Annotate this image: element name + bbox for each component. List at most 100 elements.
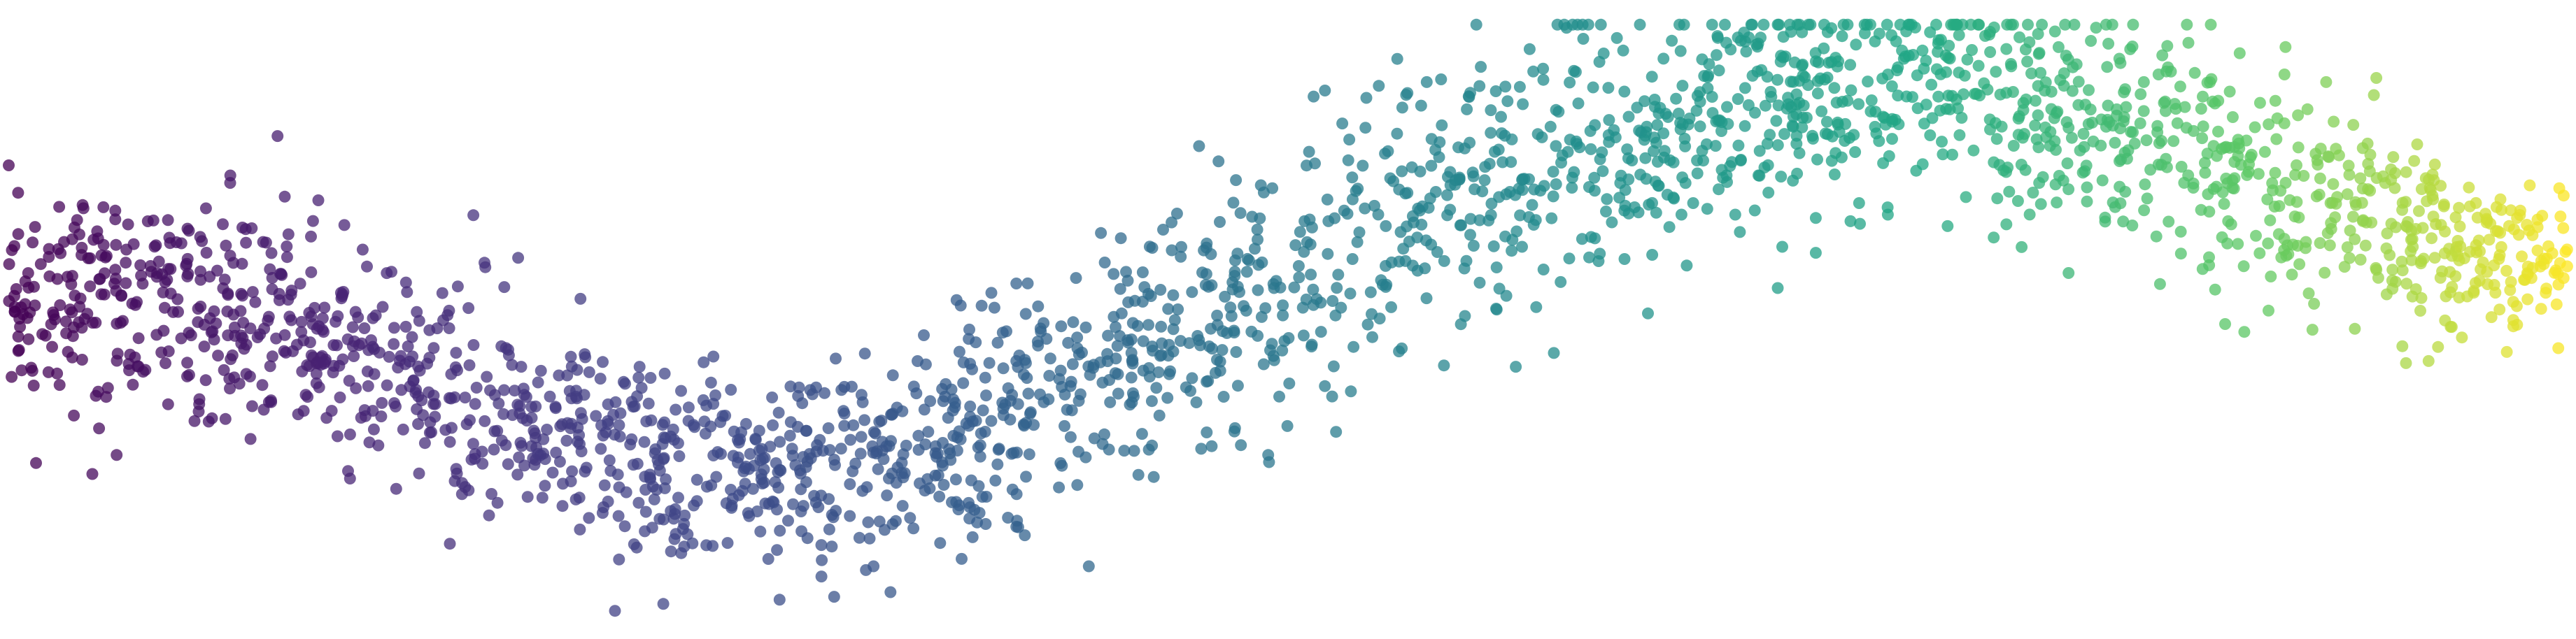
scatter-point <box>460 418 473 431</box>
scatter-point <box>444 538 456 550</box>
scatter-point <box>2451 235 2464 247</box>
scatter-point <box>1978 77 1990 89</box>
scatter-point <box>271 130 284 143</box>
scatter-point <box>726 492 739 505</box>
scatter-point <box>1602 82 1615 94</box>
scatter-point <box>73 228 85 240</box>
scatter-point <box>944 447 956 459</box>
scatter-point <box>1193 140 1205 152</box>
scatter-point <box>1577 33 1590 45</box>
scatter-point <box>2195 103 2207 115</box>
scatter-point <box>208 305 220 317</box>
scatter-point <box>1576 18 1589 31</box>
scatter-point <box>1500 188 1513 201</box>
scatter-point <box>348 350 360 362</box>
scatter-point <box>953 345 965 358</box>
scatter-point <box>2477 256 2489 268</box>
scatter-point <box>1844 59 1857 71</box>
scatter-point <box>218 273 231 286</box>
scatter-point <box>1545 212 1558 224</box>
scatter-point <box>344 428 356 440</box>
scatter-point <box>2444 321 2457 333</box>
scatter-point <box>1444 166 1457 178</box>
scatter-point <box>1020 471 1032 483</box>
scatter-point <box>1830 147 1842 159</box>
scatter-point <box>1118 445 1131 457</box>
scatter-point <box>2354 172 2367 185</box>
scatter-point <box>614 430 626 443</box>
scatter-point <box>310 377 323 389</box>
scatter-point <box>2461 290 2473 303</box>
scatter-point <box>541 424 553 436</box>
scatter-point <box>2430 218 2442 231</box>
scatter-point <box>800 461 812 473</box>
scatter-point <box>2139 178 2151 191</box>
scatter-point <box>1102 329 1114 342</box>
scatter-point <box>1319 380 1331 392</box>
scatter-point <box>450 347 462 359</box>
scatter-point <box>672 437 684 450</box>
scatter-point <box>413 467 425 480</box>
scatter-point <box>427 398 440 410</box>
scatter-point <box>657 598 670 610</box>
scatter-point <box>985 287 998 299</box>
scatter-point <box>1894 18 1906 31</box>
scatter-point <box>39 329 52 342</box>
scatter-point <box>1485 209 1497 222</box>
scatter-point <box>1163 368 1175 380</box>
scatter-point <box>1659 108 1672 120</box>
scatter-point <box>2059 18 2072 31</box>
scatter-point <box>546 466 559 479</box>
scatter-point <box>2029 94 2041 107</box>
scatter-point <box>2072 76 2085 88</box>
scatter-point <box>1301 236 1313 248</box>
scatter-point <box>1453 173 1466 185</box>
scatter-point <box>2535 303 2547 315</box>
scatter-point <box>1779 50 1792 63</box>
scatter-point <box>1460 254 1473 267</box>
scatter-point <box>574 407 587 419</box>
scatter-point <box>1796 121 1809 134</box>
scatter-point <box>1902 50 1915 62</box>
scatter-point <box>304 336 316 349</box>
scatter-point <box>282 294 295 306</box>
scatter-point <box>1391 127 1403 140</box>
scatter-point <box>1713 64 1725 77</box>
scatter-point <box>2219 318 2231 330</box>
scatter-point <box>1953 129 1966 141</box>
scatter-point <box>352 311 365 324</box>
scatter-point <box>754 525 767 538</box>
scatter-point <box>1359 122 1372 134</box>
scatter-point <box>310 368 323 380</box>
scatter-point <box>1303 213 1316 226</box>
scatter-point <box>1550 140 1562 152</box>
scatter-point <box>1205 440 1218 452</box>
scatter-point <box>1885 80 1898 92</box>
scatter-point <box>1873 27 1885 40</box>
scatter-point <box>2187 178 2200 189</box>
scatter-point <box>1282 332 1295 344</box>
scatter-point <box>1309 157 1321 170</box>
scatter-point <box>2546 247 2559 259</box>
scatter-point <box>1231 380 1244 392</box>
scatter-point <box>784 380 797 393</box>
scatter-point <box>725 384 737 396</box>
scatter-point <box>2439 225 2451 238</box>
scatter-point <box>1288 281 1301 294</box>
scatter-point <box>991 458 1004 471</box>
scatter-point <box>2114 155 2125 167</box>
scatter-point <box>2099 215 2111 228</box>
scatter-point <box>1566 171 1578 184</box>
scatter-point <box>1152 366 1165 378</box>
scatter-point <box>53 379 66 392</box>
scatter-point <box>1167 289 1180 301</box>
scatter-point <box>2174 225 2187 238</box>
scatter-point <box>1628 201 1641 213</box>
scatter-point <box>202 415 215 428</box>
scatter-point <box>491 424 504 437</box>
scatter-point <box>2209 283 2221 296</box>
scatter-point <box>2396 340 2409 352</box>
scatter-point <box>1820 115 1833 128</box>
scatter-point <box>617 375 630 388</box>
scatter-point <box>1828 168 1841 180</box>
